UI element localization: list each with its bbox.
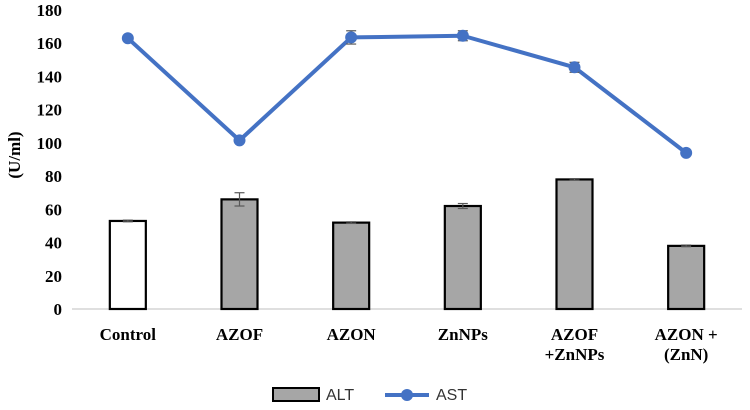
ast-point — [456, 29, 469, 42]
y-tick-label: 20 — [45, 267, 62, 286]
alt-bar — [332, 221, 371, 311]
ast-line-series — [121, 29, 693, 159]
ast-point — [568, 61, 581, 74]
alt-bar — [108, 219, 147, 311]
legend-label-ast: AST — [436, 387, 467, 404]
alt-bar — [220, 198, 259, 311]
ast-point — [233, 134, 246, 147]
legend-label-alt: ALT — [326, 387, 354, 404]
y-tick-label: 160 — [37, 34, 63, 53]
x-tick-label: ZnNPs — [438, 325, 488, 344]
ast-point — [680, 146, 693, 159]
y-tick-label: 120 — [37, 101, 63, 120]
x-tick-label: AZOF — [216, 325, 263, 344]
alt-bar — [555, 178, 594, 311]
y-tick-label: 0 — [54, 300, 63, 319]
ast-point — [121, 32, 134, 45]
y-tick-label: 180 — [37, 1, 63, 20]
alt-bar — [667, 244, 706, 311]
legend: ALT AST — [272, 387, 467, 404]
bars — [108, 178, 706, 311]
x-tick-label: AZON + (ZnN) — [655, 325, 718, 364]
x-tick-label: AZOF +ZnNPs — [545, 325, 605, 364]
ast-line — [126, 33, 688, 155]
ast-point — [345, 31, 358, 44]
y-axis-label: (U/ml) — [5, 131, 24, 178]
legend-swatch-alt — [272, 387, 320, 402]
y-tick-label: 40 — [45, 234, 62, 253]
y-tick-label: 100 — [37, 134, 63, 153]
alt-bar — [443, 204, 482, 311]
x-tick-label: Control — [100, 325, 157, 344]
legend-swatch-ast-marker — [401, 389, 413, 401]
x-tick-label: AZON — [327, 325, 377, 344]
y-tick-label: 140 — [37, 67, 63, 86]
y-tick-label: 80 — [45, 167, 62, 186]
y-tick-label: 60 — [45, 200, 62, 219]
axes: 0 20 40 60 80 100 120 140 160 180 Control AZOF AZON Z… — [37, 1, 742, 364]
